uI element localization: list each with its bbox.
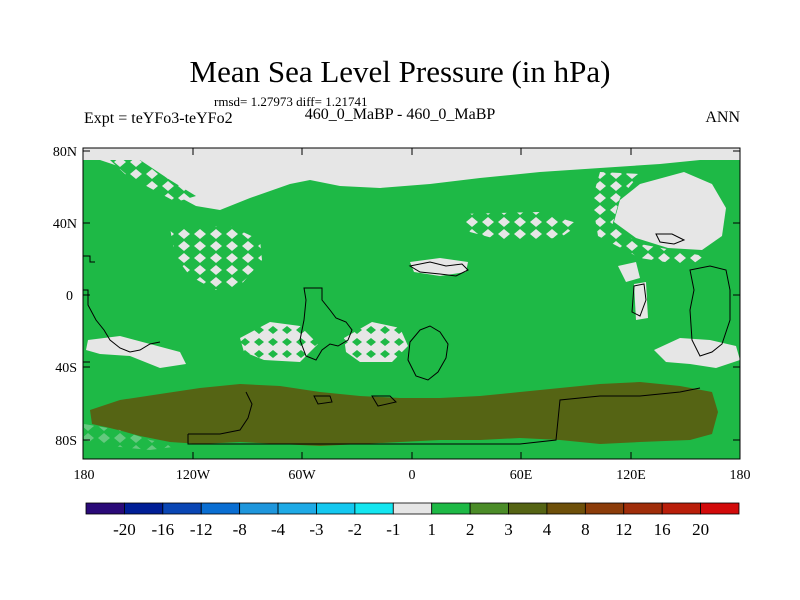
colorbar-swatch <box>661 502 701 515</box>
x-tick-label: 120E <box>616 468 646 483</box>
olive-dither-edge <box>84 424 180 450</box>
x-tick-label: 60W <box>288 468 316 483</box>
colorbar-label: 1 <box>427 520 436 539</box>
colorbar-swatch <box>431 502 471 515</box>
colorbar-label: -16 <box>151 520 174 539</box>
x-tick-label: 180 <box>730 468 751 483</box>
x-axis: 180 120W 60W 0 60E 120E 180 <box>74 148 751 483</box>
colorbar: -20 -16 -12 -8 -4 -3 -2 -1 1 2 3 4 8 12 16 20 <box>85 502 740 539</box>
colorbar-label: 16 <box>654 520 671 539</box>
grey-region-east-equatorial <box>618 262 640 282</box>
colorbar-label: -1 <box>386 520 400 539</box>
grey-region-south-pacific-mid <box>240 322 318 362</box>
stats-line: rmsd= 1.27973 diff= 1.21741 <box>214 94 368 109</box>
olive-region-southern-ocean <box>90 382 718 446</box>
colorbar-swatch <box>277 502 317 515</box>
colorbar-label: -2 <box>348 520 362 539</box>
colorbar-label: 12 <box>615 520 632 539</box>
colorbar-label: 2 <box>466 520 475 539</box>
colorbar-label: 20 <box>692 520 709 539</box>
colorbar-swatch <box>200 502 241 515</box>
x-tick-label: 60E <box>510 468 533 483</box>
colorbar-label: 8 <box>581 520 590 539</box>
season-label: ANN <box>705 109 740 126</box>
colorbar-swatch <box>392 502 433 515</box>
grey-region-equatorial <box>410 258 468 276</box>
y-tick-label: 80S <box>55 434 77 449</box>
colorbar-swatch <box>623 502 663 515</box>
experiment-label: Expt = teYFo3-teYFo2 <box>84 110 233 127</box>
grey-dither-north-pacific <box>170 226 262 290</box>
y-tick-label: 0 <box>66 289 73 304</box>
colorbar-swatch <box>316 502 356 515</box>
y-tick-label: 40N <box>53 217 77 232</box>
y-tick-label: 40S <box>55 361 77 376</box>
grey-region-south-atlantic <box>344 322 408 362</box>
x-tick-label: 180 <box>74 468 95 483</box>
colorbar-swatch <box>584 502 625 515</box>
colorbar-label: 3 <box>504 520 513 539</box>
colorbar-swatch <box>85 502 125 515</box>
coastlines <box>83 233 731 445</box>
grey-region-south-indian <box>654 338 740 368</box>
colorbar-swatch <box>124 502 164 515</box>
period-label: 460_0_MaBP - 460_0_MaBP <box>304 106 496 123</box>
map-area <box>83 148 740 459</box>
colorbar-swatch <box>354 502 394 515</box>
colorbar-swatch <box>469 502 509 515</box>
grey-region-northeast <box>614 172 726 250</box>
grey-region-arctic <box>83 148 740 210</box>
grey-dither-arctic <box>110 160 196 202</box>
colorbar-swatch <box>546 502 586 515</box>
x-tick-label: 0 <box>409 468 416 483</box>
grey-dither-atlantic <box>460 212 580 240</box>
grey-dither-northeast <box>592 172 704 266</box>
colorbar-label: -3 <box>309 520 323 539</box>
colorbar-swatch <box>239 502 279 515</box>
colorbar-swatch <box>508 502 548 515</box>
colorbar-label: -4 <box>271 520 286 539</box>
y-tick-label: 80N <box>53 145 77 160</box>
colorbar-swatch <box>700 502 740 515</box>
page-title: Mean Sea Level Pressure (in hPa) <box>189 54 611 89</box>
colorbar-label: -20 <box>113 520 136 539</box>
grey-region-south-pacific-west <box>86 336 186 368</box>
x-tick-label: 120W <box>176 468 211 483</box>
colorbar-label: -12 <box>190 520 213 539</box>
colorbar-swatch <box>162 502 202 515</box>
colorbar-label: -8 <box>233 520 247 539</box>
colorbar-label: 4 <box>543 520 552 539</box>
y-axis: 80N 40N 0 40S 80S <box>53 145 740 449</box>
